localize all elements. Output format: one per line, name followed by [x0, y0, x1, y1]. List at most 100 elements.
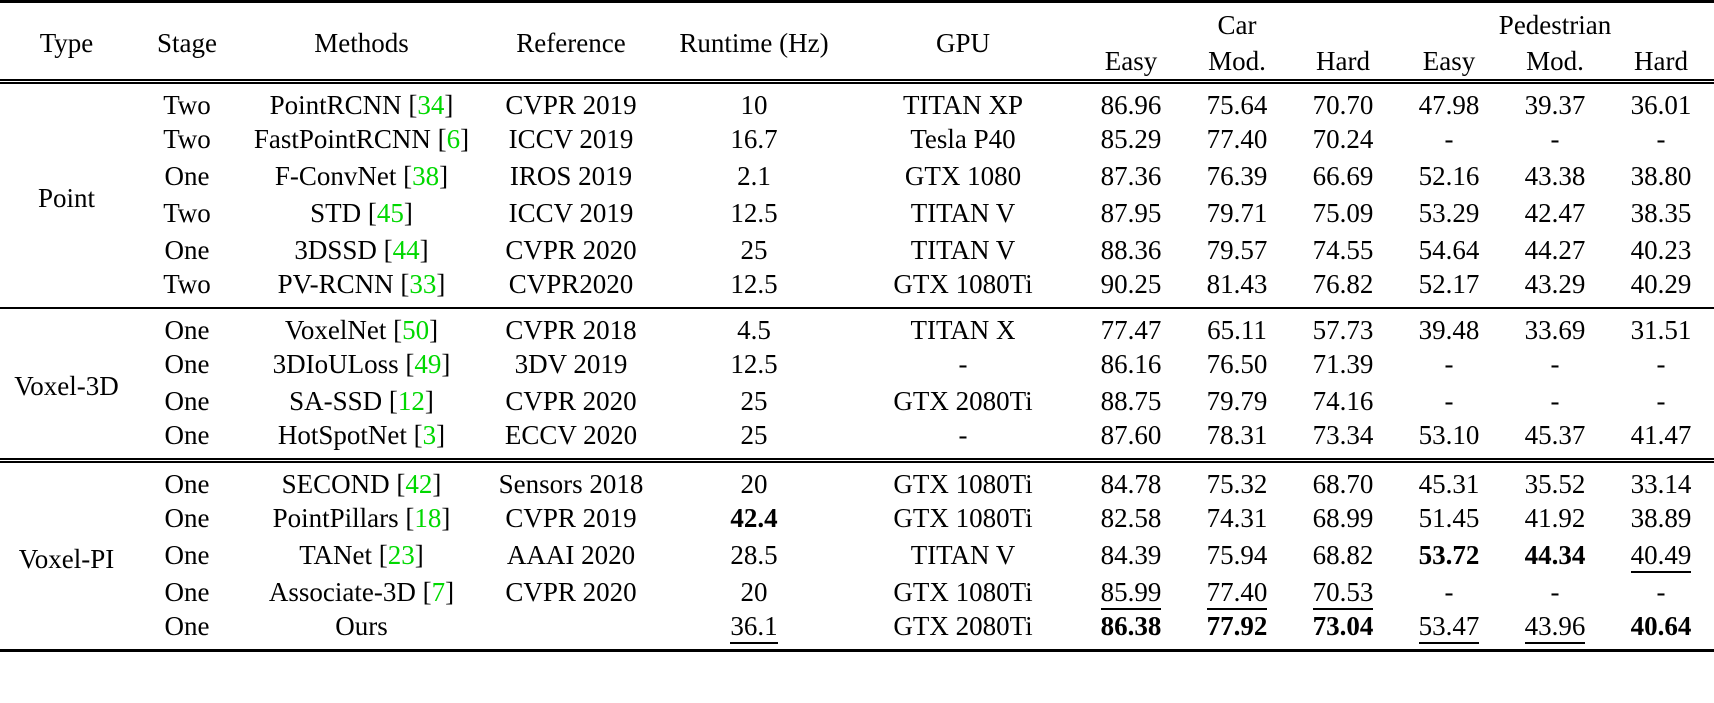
table-row: One 3DSSD [44] CVPR 2020 25 TITAN V 88.36 79.5…	[0, 232, 1714, 269]
pedestrian-easy-cell: -	[1444, 349, 1454, 379]
citation-number: 42	[405, 469, 433, 499]
car-easy-cell: 90.25	[1100, 269, 1162, 299]
method-cell: 3DSSD [44]	[294, 235, 429, 265]
car-mod-cell: 78.31	[1206, 420, 1268, 450]
pedestrian-mod-cell: 42.47	[1524, 198, 1586, 228]
reference-cell: AAAI 2020	[506, 540, 636, 570]
pedestrian-hard-cell: 40.49	[1608, 537, 1714, 574]
car-hard-cell: 75.09	[1312, 198, 1374, 228]
gpu-cell: GTX 1080Ti	[893, 269, 1033, 299]
table-row: Two PV-RCNN [33] CVPR2020 12.5 GTX 1080Ti 90.…	[0, 269, 1714, 308]
method-cell: SA-SSD [12]	[289, 386, 434, 416]
car-easy-cell: 84.78	[1100, 469, 1162, 499]
car-hard-cell: 57.73	[1312, 315, 1374, 345]
method-cell: F-ConvNet [38]	[274, 161, 449, 191]
runtime-cell: 20	[740, 577, 768, 607]
col-header-type: Type	[39, 27, 94, 58]
runtime-cell: 36.1	[660, 611, 848, 651]
gpu-cell: TITAN V	[910, 235, 1016, 265]
pedestrian-easy-cell: -	[1444, 386, 1454, 416]
pedestrian-hard-cell: 33.14	[1630, 469, 1692, 499]
col-header-runtime: Runtime (Hz)	[679, 27, 829, 58]
runtime-cell-value: 36.1	[730, 611, 778, 644]
type-cell: Voxel-PI	[18, 543, 115, 574]
col-header-pedestrian: Pedestrian	[1498, 9, 1612, 40]
car-hard-cell: 68.82	[1312, 540, 1374, 570]
pedestrian-hard-cell: -	[1656, 124, 1666, 154]
col-header-pedestrian-easy: Easy	[1422, 45, 1476, 76]
method-cell: PointRCNN [34]	[269, 90, 454, 120]
method-cell: VoxelNet [50]	[284, 315, 439, 345]
table-row: Two STD [45] ICCV 2019 12.5 TITAN V 87.95 79.7…	[0, 195, 1714, 232]
method-cell: PV-RCNN [33]	[277, 269, 446, 299]
stage-cell: One	[164, 611, 210, 641]
pedestrian-hard-cell: 40.29	[1630, 269, 1692, 299]
col-header-pedestrian-hard: Hard	[1634, 45, 1689, 76]
reference-cell: CVPR 2020	[505, 577, 637, 607]
car-mod-cell: 77.92	[1184, 611, 1290, 651]
car-easy-cell: 86.16	[1100, 349, 1162, 379]
results-table: Type Stage Methods Reference Runtime (Hz…	[0, 0, 1714, 652]
citation-number: 7	[431, 577, 446, 607]
car-mod-cell: 79.71	[1206, 198, 1268, 228]
stage-cell: Two	[163, 124, 211, 154]
reference-cell: CVPR 2020	[505, 386, 637, 416]
pedestrian-hard-cell-value: 40.49	[1630, 540, 1692, 573]
car-hard-cell-value: 73.04	[1312, 611, 1374, 641]
col-header-car-mod: Mod.	[1208, 45, 1266, 76]
car-mod-cell: 75.32	[1206, 469, 1268, 499]
pedestrian-hard-cell: 36.01	[1630, 90, 1692, 120]
car-mod-cell: 81.43	[1206, 269, 1268, 299]
table-row: One TANet [23] AAAI 2020 28.5 TITAN V 84.39 75…	[0, 537, 1714, 574]
pedestrian-mod-cell: 45.37	[1524, 420, 1586, 450]
stage-cell: Two	[163, 269, 211, 299]
runtime-cell: 12.5	[730, 269, 778, 299]
citation-number: 3	[422, 420, 437, 450]
pedestrian-hard-cell: -	[1656, 386, 1666, 416]
pedestrian-hard-cell: 38.80	[1630, 161, 1692, 191]
pedestrian-mod-cell: -	[1550, 386, 1560, 416]
car-hard-cell: 66.69	[1312, 161, 1374, 191]
method-cell: PointPillars [18]	[272, 503, 451, 533]
citation-number: 45	[376, 198, 404, 228]
runtime-cell: 25	[740, 386, 768, 416]
gpu-cell: GTX 2080Ti	[893, 386, 1033, 416]
car-easy-cell: 82.58	[1100, 503, 1162, 533]
citation-number: 50	[402, 315, 430, 345]
citation-number: 38	[412, 161, 440, 191]
car-hard-cell-value: 70.53	[1312, 577, 1374, 610]
reference-cell: CVPR 2020	[505, 235, 637, 265]
col-header-car-easy: Easy	[1104, 45, 1158, 76]
type-cell: Voxel-3D	[14, 371, 119, 401]
car-easy-cell: 86.96	[1100, 90, 1162, 120]
table-row: One F-ConvNet [38] IROS 2019 2.1 GTX 1080 87.…	[0, 158, 1714, 195]
pedestrian-mod-cell: 43.38	[1524, 161, 1586, 191]
table-row: One HotSpotNet [3] ECCV 2020 25 - 87.60 78.31 7…	[0, 420, 1714, 461]
pedestrian-hard-cell: 41.47	[1630, 420, 1692, 450]
pedestrian-mod-cell: -	[1550, 577, 1560, 607]
citation-number: 23	[387, 540, 415, 570]
stage-cell: One	[164, 503, 210, 533]
citation-number: 33	[409, 269, 437, 299]
stage-cell: One	[164, 161, 210, 191]
runtime-cell: 20	[740, 469, 768, 499]
stage-cell: One	[164, 235, 210, 265]
car-easy-cell: 87.36	[1100, 161, 1162, 191]
citation-number: 49	[414, 349, 442, 379]
table-row: Point Two PointRCNN [34] CVPR 2019 10 TITAN X…	[0, 82, 1714, 213]
car-hard-cell: 70.24	[1312, 124, 1374, 154]
method-cell: HotSpotNet [3]	[277, 420, 446, 450]
car-hard-cell: 70.53	[1290, 574, 1396, 611]
car-mod-cell-value: 77.92	[1206, 611, 1268, 641]
car-easy-cell: 84.39	[1100, 540, 1162, 570]
runtime-cell: 28.5	[730, 540, 778, 570]
pedestrian-easy-cell-value: 53.72	[1418, 540, 1480, 570]
car-hard-cell: 73.04	[1290, 611, 1396, 651]
reference-cell: CVPR2020	[508, 269, 634, 299]
pedestrian-easy-cell: 53.29	[1418, 198, 1480, 228]
car-easy-cell-value: 86.38	[1100, 611, 1162, 641]
method-cell: STD [45]	[310, 198, 413, 228]
runtime-cell: 25	[740, 420, 768, 450]
citation-number: 6	[446, 124, 461, 154]
pedestrian-easy-cell: 39.48	[1418, 315, 1480, 345]
